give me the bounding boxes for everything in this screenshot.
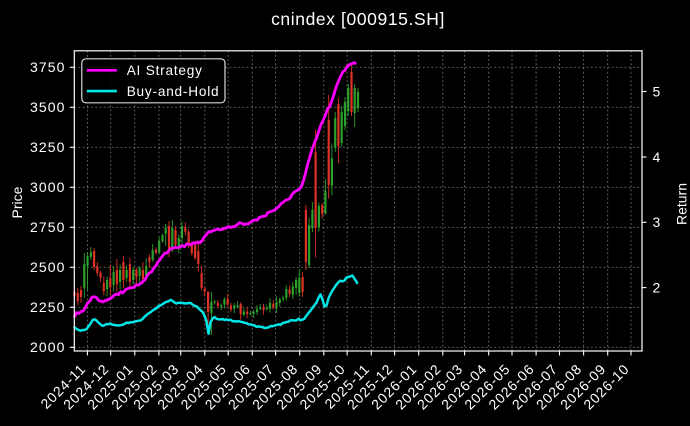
svg-text:2500: 2500: [30, 259, 66, 275]
svg-text:2: 2: [653, 280, 661, 296]
svg-text:5: 5: [653, 83, 661, 99]
svg-text:Price: Price: [9, 186, 25, 218]
svg-text:3: 3: [653, 214, 661, 230]
svg-text:2250: 2250: [30, 299, 66, 315]
svg-text:3500: 3500: [30, 99, 66, 115]
svg-text:4: 4: [653, 149, 661, 165]
svg-text:2750: 2750: [30, 219, 66, 235]
svg-text:3750: 3750: [30, 59, 66, 75]
svg-text:AI Strategy: AI Strategy: [127, 63, 203, 78]
svg-text:3000: 3000: [30, 179, 66, 195]
svg-text:Return: Return: [674, 183, 690, 225]
svg-text:2000: 2000: [30, 339, 66, 355]
svg-text:Buy-and-Hold: Buy-and-Hold: [127, 84, 220, 99]
svg-text:cnindex [000915.SH]: cnindex [000915.SH]: [271, 9, 445, 29]
svg-text:3250: 3250: [30, 139, 66, 155]
